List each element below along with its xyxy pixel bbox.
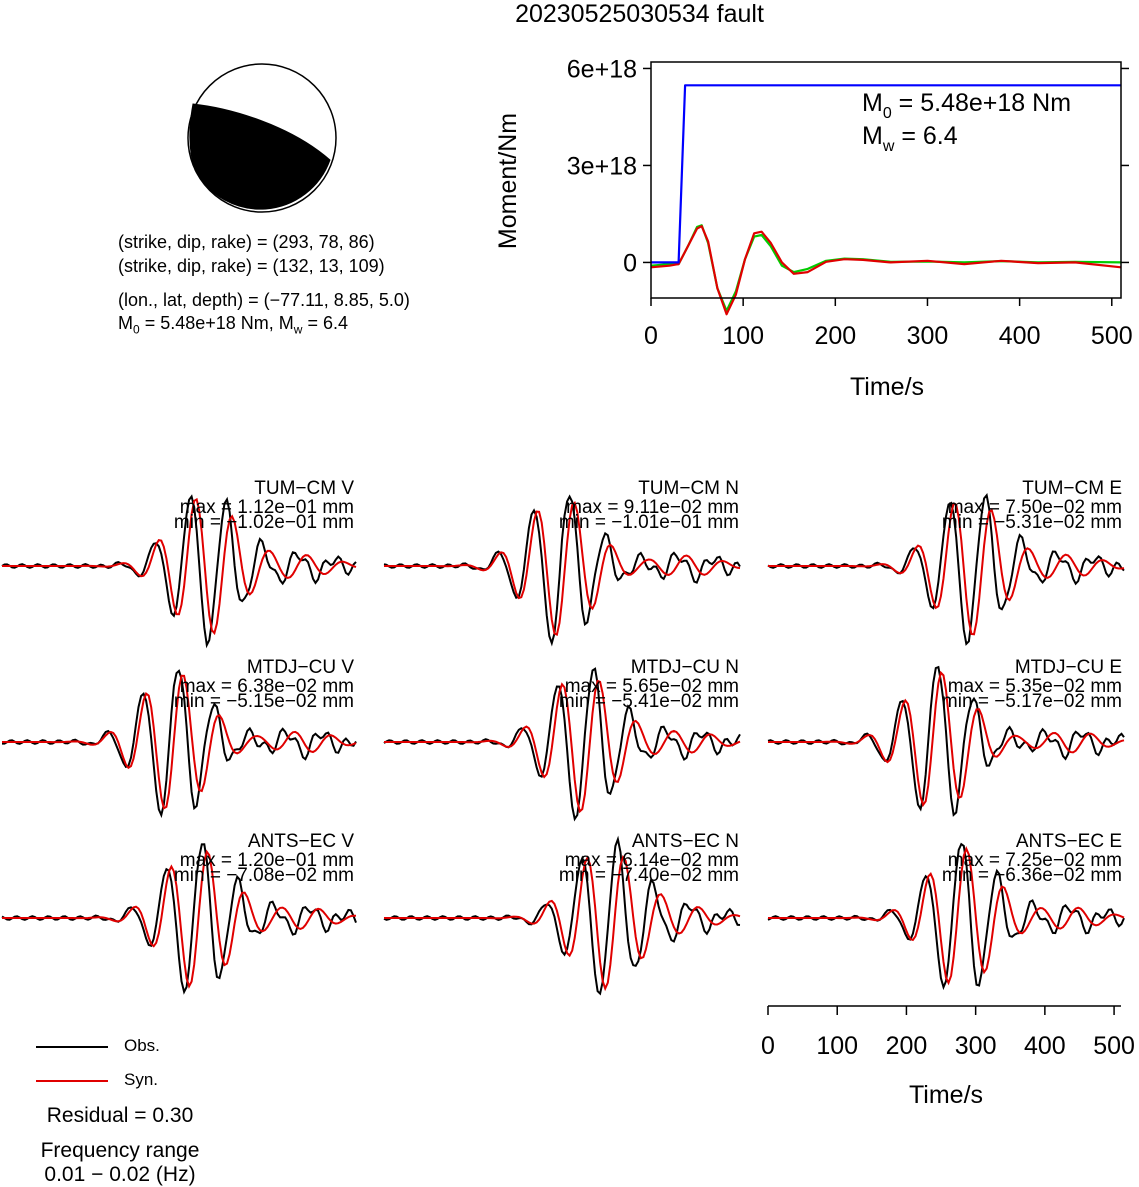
min-amplitude: min = −5.15e−02 mm xyxy=(174,691,354,712)
min-amplitude: min = −5.41e−02 mm xyxy=(559,691,739,712)
max-amplitude: max = 6.14e−02 mm xyxy=(565,850,739,871)
moment-ytick-label: 0 xyxy=(623,249,637,277)
legend-syn-line xyxy=(36,1080,108,1082)
max-amplitude: max = 1.12e−01 mm xyxy=(180,497,354,518)
min-amplitude: min = −7.08e−02 mm xyxy=(174,865,354,886)
max-amplitude: max = 9.11e−02 mm xyxy=(566,497,739,518)
synthetic-trace xyxy=(384,500,741,637)
observed-trace xyxy=(1,494,357,649)
min-amplitude: min = −7.40e−02 mm xyxy=(559,865,739,886)
synthetic-trace xyxy=(2,849,357,989)
station-label: MTDJ−CU N xyxy=(631,657,739,678)
moment-ytick-label: 6e+18 xyxy=(567,55,637,83)
station-label: TUM−CM V xyxy=(254,478,354,499)
max-amplitude: max = 7.25e−02 mm xyxy=(948,850,1122,871)
max-amplitude: max = 5.35e−02 mm xyxy=(948,676,1122,697)
synthetic-trace xyxy=(768,670,1125,808)
nodal-plane-2: (strike, dip, rake) = (132, 13, 109) xyxy=(118,256,385,276)
location-depth: (lon., lat, depth) = (−77.11, 8.85, 5.0) xyxy=(118,290,410,310)
station-label: ANTS−EC N xyxy=(632,831,739,852)
moment-ylabel: Moment/Nm xyxy=(494,113,522,249)
moment-xtick-label: 100 xyxy=(722,322,764,350)
moment-plot-frame xyxy=(650,61,1122,299)
station-label: TUM−CM N xyxy=(638,478,739,499)
station-label: MTDJ−CU V xyxy=(247,657,354,678)
frequency-range: 0.01 − 0.02 (Hz) xyxy=(44,1163,196,1186)
observed-trace xyxy=(767,493,1125,646)
synthetic-trace xyxy=(384,679,741,814)
min-amplitude: min = −6.36e−02 mm xyxy=(942,865,1122,886)
moment-series-line xyxy=(650,225,1122,316)
moment-xlabel: Time/s xyxy=(850,373,924,401)
station-label: ANTS−EC E xyxy=(1016,831,1122,852)
beachball-compressional-quadrant xyxy=(189,103,331,210)
residual-text: Residual = 0.30 xyxy=(46,1104,194,1127)
synthetic-trace xyxy=(2,497,357,636)
legend-obs-label: Obs. xyxy=(124,1036,160,1055)
mw-annotation: Mw = 6.4 xyxy=(862,122,958,155)
waveform-xtick-label: 0 xyxy=(761,1032,775,1060)
observed-trace xyxy=(383,835,741,996)
waveform-xtick-label: 500 xyxy=(1093,1032,1135,1060)
frequency-title: Frequency range xyxy=(40,1139,200,1162)
moment-xtick-label: 300 xyxy=(907,322,949,350)
moment-xtick-label: 400 xyxy=(999,322,1041,350)
legend-obs-line xyxy=(36,1046,108,1048)
waveform-xtick-label: 300 xyxy=(955,1032,997,1060)
max-amplitude: max = 7.50e−02 mm xyxy=(948,497,1122,518)
moment-xtick-label: 200 xyxy=(814,322,856,350)
station-label: TUM−CM E xyxy=(1022,478,1122,499)
waveform-xtick-label: 400 xyxy=(1024,1032,1066,1060)
m0-annotation: M0 = 5.48e+18 Nm xyxy=(862,89,1071,122)
max-amplitude: max = 6.38e−02 mm xyxy=(180,676,354,697)
synthetic-trace xyxy=(2,674,357,810)
waveform-xlabel: Time/s xyxy=(909,1081,983,1109)
nodal-plane-1: (strike, dip, rake) = (293, 78, 86) xyxy=(118,232,375,252)
observed-trace xyxy=(2,669,357,819)
beachball xyxy=(187,63,337,213)
min-amplitude: min = −5.31e−02 mm xyxy=(942,512,1122,533)
station-label: MTDJ−CU E xyxy=(1015,657,1122,678)
min-amplitude: min = −5.17e−02 mm xyxy=(942,691,1122,712)
max-amplitude: max = 1.20e−01 mm xyxy=(180,850,354,871)
synthetic-trace xyxy=(768,845,1125,986)
moment-magnitude: M0 = 5.48e+18 Nm, Mw = 6.4 xyxy=(118,313,348,337)
figure-title: 20230525030534 fault xyxy=(515,0,764,28)
moment-series-line xyxy=(651,84,1121,264)
moment-xtick-label: 0 xyxy=(644,322,658,350)
synthetic-trace xyxy=(384,855,741,992)
observed-trace xyxy=(767,665,1125,817)
station-label: ANTS−EC V xyxy=(248,831,354,852)
waveform-xtick-label: 200 xyxy=(886,1032,928,1060)
max-amplitude: max = 5.65e−02 mm xyxy=(565,676,739,697)
legend-syn-label: Syn. xyxy=(124,1070,159,1089)
waveform-xtick-label: 100 xyxy=(816,1032,858,1060)
synthetic-trace xyxy=(768,502,1125,636)
min-amplitude: min = −1.01e−01 mm xyxy=(559,512,739,533)
min-amplitude: min = −1.02e−01 mm xyxy=(174,512,354,533)
moment-xtick-label: 500 xyxy=(1091,322,1133,350)
moment-ytick-label: 3e+18 xyxy=(567,152,637,180)
